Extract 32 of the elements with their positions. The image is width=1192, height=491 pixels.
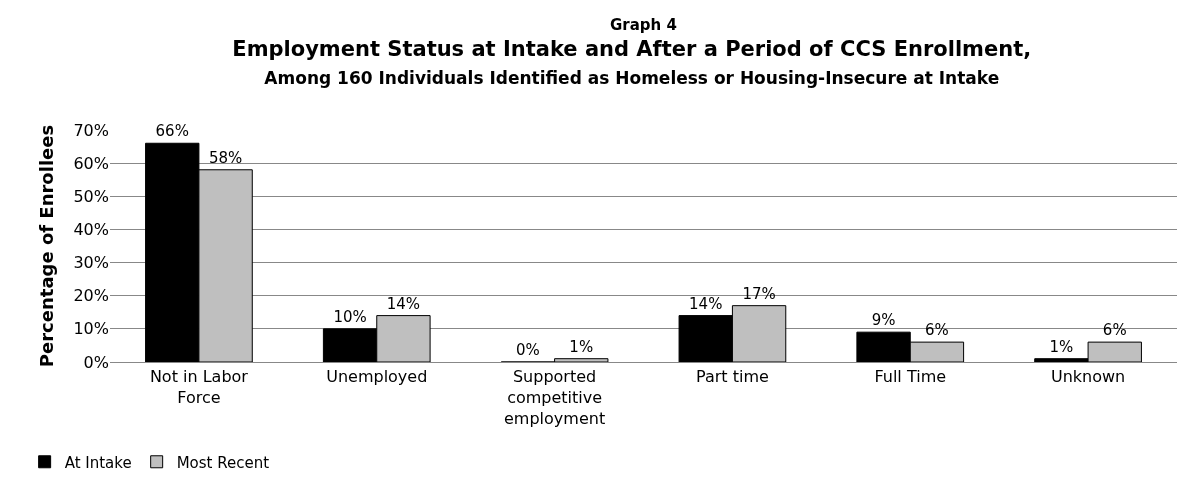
y-axis-title: Percentage of Enrollees xyxy=(35,124,57,368)
y-tick-label: 50% xyxy=(73,186,109,206)
data-label: 58% xyxy=(208,148,243,167)
y-tick-label: 40% xyxy=(73,220,109,240)
data-label: 0% xyxy=(516,341,540,359)
data-label: 1% xyxy=(1049,337,1074,356)
y-tick-label: 10% xyxy=(73,319,109,339)
data-label: 6% xyxy=(1102,321,1127,340)
x-tick-label: Supported competitive employment xyxy=(504,367,606,428)
data-label: 1% xyxy=(569,337,594,356)
legend-label: Most Recent xyxy=(176,453,270,472)
x-tick-label: Unemployed xyxy=(326,367,428,387)
y-tick-label: 70% xyxy=(73,120,109,140)
caption: Graph 4 xyxy=(610,16,677,34)
x-tick-label: Unknown xyxy=(1050,367,1126,387)
legend-label: At Intake xyxy=(64,453,132,472)
data-label: 66% xyxy=(155,122,189,141)
y-tick-label: 20% xyxy=(73,286,109,306)
chart-title: Employment Status at Intake and After a Period of CCS Enrollment, xyxy=(232,37,1032,62)
y-tick-label: 0% xyxy=(83,352,109,372)
data-label: 10% xyxy=(333,307,367,326)
y-tick-label: 60% xyxy=(73,153,109,173)
x-tick-label: Part time xyxy=(696,367,769,387)
data-label: 14% xyxy=(386,294,421,313)
x-tick-label: Not in Labor Force xyxy=(149,367,249,407)
y-tick-label: 30% xyxy=(73,253,109,273)
data-label: 9% xyxy=(871,311,896,330)
data-label: 6% xyxy=(925,321,949,340)
data-label: 14% xyxy=(689,294,723,313)
x-tick-label: Full Time xyxy=(874,367,947,387)
data-label: 17% xyxy=(742,284,776,303)
chart-subtitle: Among 160 Individuals Identified as Homeless or Housing-Insecure at Intake xyxy=(264,67,1000,88)
